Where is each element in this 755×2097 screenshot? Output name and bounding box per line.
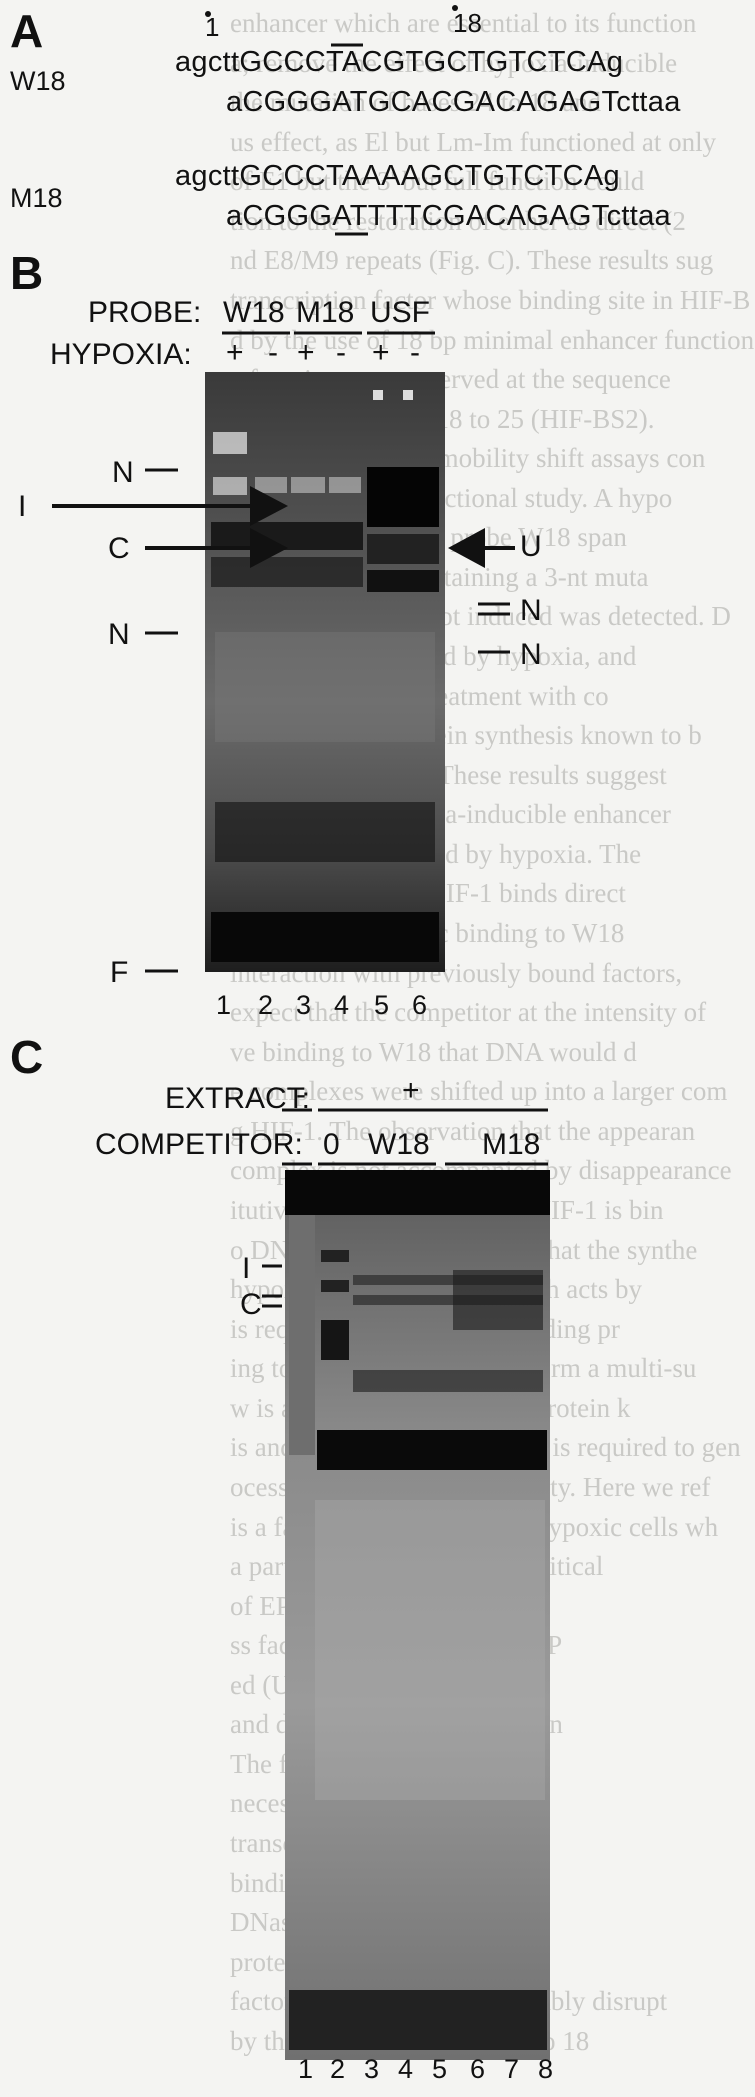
lane-number-b-2: 2	[258, 990, 274, 1020]
probe-usf-label: USF	[370, 296, 430, 329]
gel-b-bands	[205, 372, 445, 972]
background-text-line: of E1 but the 3' but full function could	[230, 166, 645, 196]
position-marker-1: 1	[205, 12, 220, 42]
lane-number-c-8: 8	[538, 2054, 554, 2084]
hypoxia-lane-4: -	[336, 336, 346, 369]
background-text-line: us effect, as El but Lm-Im functioned at…	[230, 127, 717, 157]
lane-number-b-3: 3	[296, 990, 312, 1020]
panel-a-letter: A	[10, 5, 44, 57]
background-text-line: nd E8/M9 repeats (Fig. C). These results…	[230, 245, 714, 275]
background-text-line: transcription factor whose binding site …	[230, 285, 751, 315]
panel-b-letter: B	[10, 247, 44, 299]
w18-top-strand: agcttGCCCTACGTGCTGTCTCAg	[175, 46, 624, 78]
band-label-c-i: I	[242, 1252, 251, 1285]
lane-number-c-2: 2	[330, 2054, 346, 2084]
band-label-n-right-1: N	[520, 594, 542, 627]
extract-minus: -	[296, 1078, 306, 1111]
hypoxia-lane-1: +	[226, 336, 244, 369]
hypoxia-label: HYPOXIA:	[50, 338, 192, 371]
background-text-line: tion to the restoration of either as dir…	[230, 206, 686, 236]
background-text-line: expect that the competitor at the intens…	[230, 997, 707, 1027]
probe-m18-label: M18	[296, 296, 355, 329]
lane-number-b-6: 6	[412, 990, 428, 1020]
background-text-line: a; remove the effect of hypoxia-inducibl…	[230, 48, 678, 78]
competitor-w18: W18	[368, 1128, 430, 1161]
band-label-f: F	[110, 956, 129, 989]
band-label-n-mid: N	[108, 618, 130, 651]
hypoxia-lane-3: +	[297, 336, 315, 369]
lane-number-b-5: 5	[374, 990, 390, 1020]
m18-top-strand: agcttGCCCTAAAAGCTGTCTCAg	[175, 160, 620, 192]
hypoxia-lane-2: -	[268, 336, 278, 369]
band-label-c: C	[108, 532, 130, 565]
lane-number-c-5: 5	[432, 2054, 448, 2084]
panel-c-letter: C	[10, 1031, 44, 1083]
position-marker-18: 18	[453, 8, 482, 38]
lane-number-c-7: 7	[504, 2054, 520, 2084]
lane-number-c-3: 3	[364, 2054, 380, 2084]
band-label-n-right-2: N	[520, 638, 542, 671]
probe-w18-label: W18	[223, 296, 285, 329]
probe-name-m18: M18	[10, 183, 63, 213]
position-dot-1	[205, 11, 211, 17]
arrow-c-head	[250, 528, 288, 568]
background-text-line: e complexes were shifted up into a large…	[230, 1076, 728, 1106]
band-label-c-c: C	[240, 1288, 262, 1321]
background-text-line: ve binding to W18 that DNA would d	[230, 1037, 637, 1067]
probe-label: PROBE:	[88, 296, 202, 329]
probe-name-w18: W18	[10, 66, 66, 96]
hypoxia-lane-5: +	[372, 336, 390, 369]
lane-number-b-4: 4	[334, 990, 350, 1020]
background-text-line: g HIF-1. The observation that the appear…	[230, 1116, 696, 1146]
background-text-line: d by the use of 18 bp minimal enhancer f…	[230, 325, 755, 355]
gel-panel-c	[285, 1170, 550, 2060]
background-text-line: enhancer which are essential to its func…	[230, 8, 697, 38]
m18-bottom-strand: aCGGGATTTTCGACAGAGTcttaa	[226, 200, 671, 232]
band-label-n-top: N	[112, 456, 134, 489]
lane-number-c-6: 6	[470, 2054, 486, 2084]
gel-panel-b	[205, 372, 445, 972]
position-dot-18	[452, 5, 458, 11]
band-label-i: I	[18, 490, 27, 523]
background-text-line: the mutation of bases 24 to 18 and	[230, 87, 602, 117]
gel-c-bands	[285, 1170, 550, 2060]
arrow-i-head	[250, 486, 288, 526]
lane-number-c-1: 1	[298, 2054, 314, 2084]
extract-plus: +	[402, 1074, 420, 1107]
competitor-none: 0	[323, 1128, 340, 1161]
competitor-label: COMPETITOR:	[95, 1128, 303, 1161]
arrow-u-head	[448, 528, 485, 568]
lane-number-b-1: 1	[216, 990, 232, 1020]
competitor-m18: M18	[482, 1128, 541, 1161]
band-label-u: U	[520, 530, 542, 563]
w18-bottom-strand: aCGGGATGCACGACAGAGTcttaa	[226, 86, 681, 118]
lane-number-c-4: 4	[398, 2054, 414, 2084]
hypoxia-lane-6: -	[410, 336, 420, 369]
